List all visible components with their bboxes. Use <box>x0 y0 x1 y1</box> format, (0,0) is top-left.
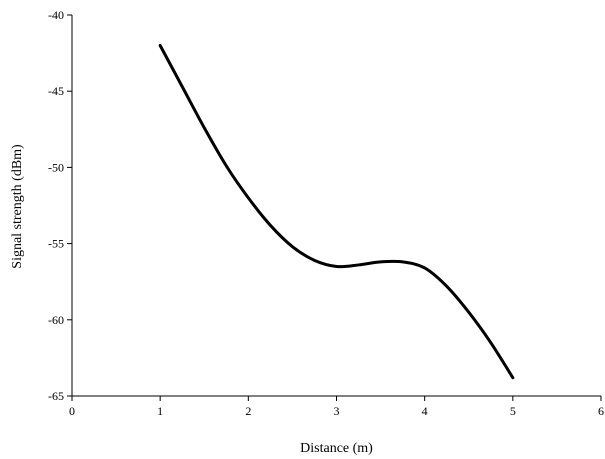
x-axis-title: Distance (m) <box>300 441 373 456</box>
series-layer <box>158 43 515 380</box>
y-tick-label: -40 <box>48 8 64 22</box>
x-tick-label: 2 <box>245 404 251 418</box>
y-tick-label: -60 <box>48 313 64 327</box>
x-tick-label: 5 <box>510 404 516 418</box>
x-axis-ticks: 0 1 2 3 4 5 6 <box>69 396 604 418</box>
y-tick-label: -45 <box>48 84 64 98</box>
x-tick-label: 3 <box>334 404 340 418</box>
y-tick-label: -55 <box>48 237 64 251</box>
x-tick-label: 0 <box>69 404 75 418</box>
y-axis-ticks: -40 -45 -50 -55 -60 -65 <box>48 8 72 403</box>
y-tick-label: -50 <box>48 160 64 174</box>
x-tick-label: 4 <box>422 404 428 418</box>
x-tick-label: 6 <box>598 404 604 418</box>
series-line <box>158 43 515 380</box>
x-tick-label: 1 <box>157 404 163 418</box>
y-tick-label: -65 <box>48 389 64 403</box>
y-axis-title: Signal strength (dBm) <box>10 144 25 269</box>
